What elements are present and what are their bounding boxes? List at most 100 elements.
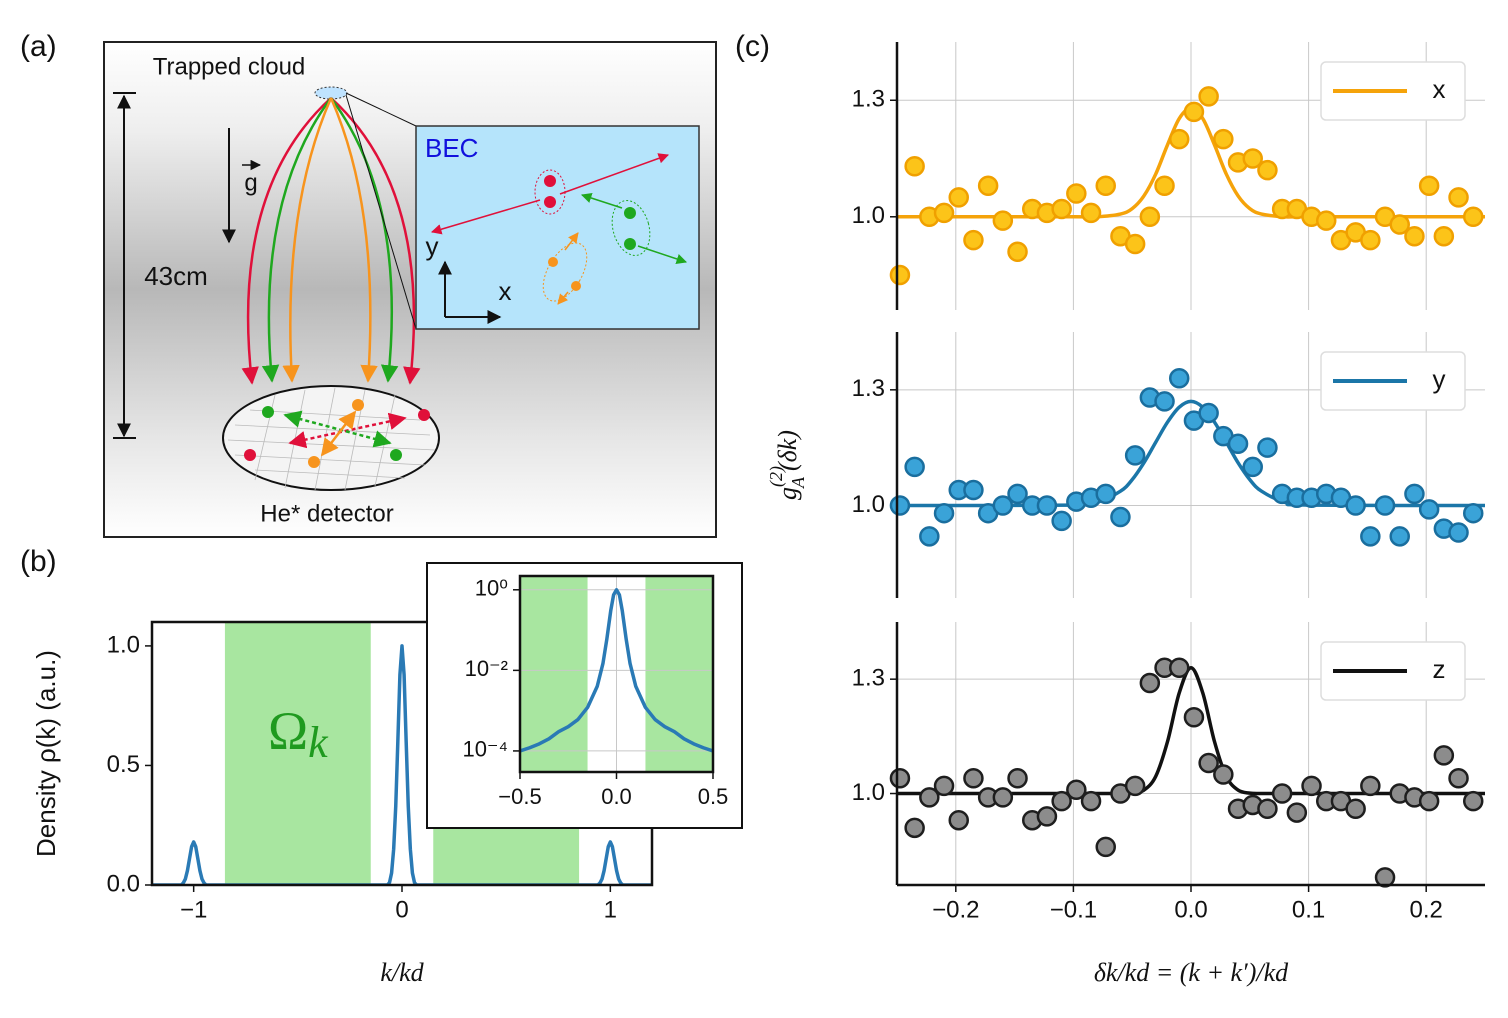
legend-label: z	[1433, 654, 1446, 684]
shaded-region	[224, 622, 371, 885]
x-tick-label: 0	[395, 896, 408, 923]
data-point	[1213, 128, 1234, 150]
atom	[571, 281, 581, 291]
data-point	[1462, 790, 1484, 812]
data-point	[1301, 775, 1322, 797]
data-point	[933, 502, 955, 524]
zoom-line	[345, 94, 417, 330]
data-point	[1066, 779, 1087, 800]
atom	[352, 399, 364, 411]
trajectory	[241, 97, 332, 385]
y-tick-label: 0.5	[107, 751, 140, 778]
data-point	[1124, 775, 1146, 797]
trajectory	[261, 97, 333, 383]
atom	[308, 456, 320, 468]
y-label-subscript: A	[788, 476, 808, 489]
pair-arrow	[557, 291, 569, 305]
height-label: 43cm	[144, 261, 208, 291]
atom	[418, 409, 430, 421]
x-tick-label: 1	[604, 896, 617, 923]
annotation: Ωk	[268, 701, 329, 767]
atom	[548, 257, 558, 267]
x-tick-label: −1	[180, 896, 207, 923]
data-point	[1036, 495, 1058, 516]
data-point	[1124, 445, 1146, 466]
y-label-argument: (δk)	[773, 430, 802, 471]
pair-arrow	[637, 245, 687, 264]
pair-arrow	[320, 410, 357, 457]
atom	[544, 196, 556, 208]
annotation-symbol: Ω	[268, 701, 308, 761]
data-line	[152, 644, 652, 885]
legend-label: x	[1433, 74, 1446, 104]
data-point	[1198, 752, 1219, 774]
data-point	[1418, 175, 1440, 196]
chart: 1.0 1.3 y g(2) A (δk)	[766, 332, 1485, 598]
data-point	[1462, 502, 1484, 524]
data-point	[1139, 672, 1161, 694]
data-point	[1360, 229, 1381, 251]
y-tick-label: 1.0	[852, 202, 885, 229]
pair-arrow	[564, 232, 579, 251]
data-point	[1360, 775, 1381, 797]
pair	[542, 242, 588, 302]
data-point	[963, 479, 984, 501]
x-axis-label: k/kd	[380, 958, 424, 987]
data-point	[1183, 101, 1205, 123]
pair-arrow	[581, 192, 623, 209]
data-point	[933, 202, 955, 224]
atom	[544, 175, 556, 187]
y-tick-label: 1.3	[852, 86, 885, 113]
shaded-region	[520, 576, 588, 772]
data-point	[1080, 790, 1102, 812]
annotation-subscript: k	[308, 718, 329, 767]
data-point	[1286, 802, 1308, 823]
data-point	[1168, 657, 1190, 678]
y-tick-label: 1.3	[852, 665, 885, 692]
y-tick-label: 1.3	[852, 375, 885, 402]
atom	[244, 449, 256, 461]
data-point	[1433, 225, 1455, 247]
trajectory	[329, 97, 378, 383]
data-point	[1198, 402, 1219, 424]
data-point	[1404, 225, 1425, 247]
bec-title: BEC	[425, 133, 478, 163]
data-point	[1257, 159, 1278, 181]
data-point	[933, 775, 955, 797]
panel-label: (c)	[735, 30, 770, 63]
panel-label: (b)	[20, 545, 57, 578]
data-point	[1213, 764, 1234, 785]
data-point	[1374, 867, 1396, 888]
data-point	[963, 768, 984, 789]
data-point	[963, 229, 984, 251]
pair-arrow	[559, 153, 669, 195]
data-point	[1227, 433, 1249, 455]
data-point	[1315, 210, 1337, 231]
charts: −1 0 1 0.0 0.5 1.0 Ωk k/kd Density ρ(k) (a.u.) −0…	[31, 42, 1485, 987]
cloud-label: Trapped cloud	[153, 53, 306, 80]
data-point	[992, 210, 1014, 231]
data-point	[1051, 790, 1072, 812]
detector-label: He* detector	[260, 500, 393, 527]
diagram: Trapped cloud 43cm g BEC	[103, 41, 717, 538]
data-point	[1080, 202, 1102, 224]
trajectory	[282, 97, 333, 383]
data-point	[904, 456, 925, 478]
data-point	[1448, 187, 1469, 208]
legend-label: y	[1433, 364, 1446, 394]
data-point	[904, 817, 925, 839]
atom	[624, 207, 636, 219]
data-point	[904, 156, 925, 177]
data-point	[1257, 798, 1278, 820]
data-point	[1168, 128, 1190, 150]
data-point	[1066, 183, 1087, 204]
data-point	[1139, 206, 1161, 228]
data-point	[1389, 526, 1410, 547]
data-point	[1168, 368, 1190, 389]
data-point	[1007, 768, 1028, 789]
data-point	[919, 526, 940, 547]
axis-label: x	[499, 276, 512, 306]
atom	[390, 449, 402, 461]
data-point	[1124, 233, 1146, 255]
data-point	[1257, 437, 1278, 458]
